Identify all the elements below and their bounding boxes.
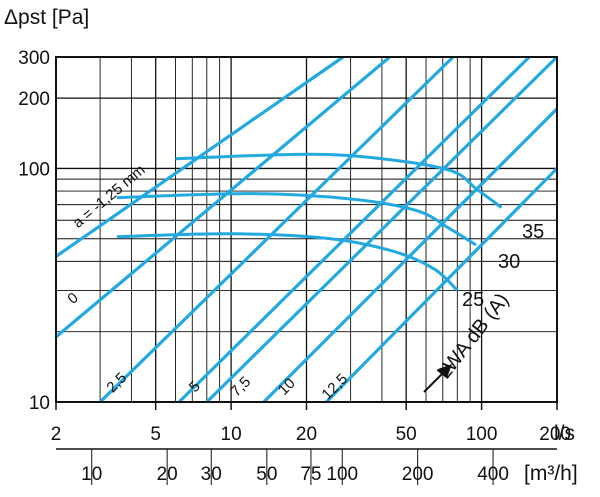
- setting-line-label: 10: [275, 375, 299, 399]
- y-tick-label: 200: [18, 89, 50, 110]
- x-tick-label-m3h: 30: [201, 464, 222, 485]
- x-tick-label-m3h: 400: [477, 464, 509, 485]
- sound-level-arrow-line: [423, 369, 447, 393]
- y-tick-label: 300: [18, 48, 50, 69]
- x-tick-label-ls: 2: [51, 424, 62, 445]
- x-tick-label-m3h: 75: [300, 464, 321, 485]
- setting-line: [54, 55, 391, 339]
- x-tick-label-ls: 50: [396, 424, 417, 445]
- grid: [56, 57, 557, 402]
- y-tick-label: 100: [18, 159, 50, 180]
- sound-curves: [116, 152, 503, 292]
- x-axis-unit-m3h: [m³/h]: [524, 462, 578, 485]
- x-axis-unit-ls: l/s: [554, 422, 575, 445]
- x-tick-label-ls: 20: [296, 424, 317, 445]
- setting-lines: [54, 55, 559, 404]
- setting-line-label: 12,5: [318, 370, 351, 403]
- sound-level-arrow-head: [438, 364, 452, 378]
- x-tick-label-m3h: 50: [256, 464, 277, 485]
- x-tick-label-m3h: 100: [326, 464, 358, 485]
- x-tick-label-ls: 100: [466, 424, 498, 445]
- x-tick-label-ls: 5: [150, 424, 161, 445]
- x-tick-label-ls: 200: [539, 424, 571, 445]
- setting-line: [205, 55, 559, 404]
- sound-level-curve-label: 25: [462, 289, 484, 311]
- setting-line: [262, 107, 559, 404]
- setting-line: [98, 55, 455, 404]
- x-tick-label-ls: 10: [221, 424, 242, 445]
- sound-level-curve: [175, 152, 503, 209]
- ticks: [55, 402, 558, 485]
- sound-level-curve-label: 35: [522, 221, 544, 243]
- setting-line-label: 2,5: [103, 369, 130, 396]
- setting-line-label: 0: [64, 289, 81, 307]
- sound-level-curve: [116, 232, 459, 292]
- y-axis-label: Δpst [Pa]: [4, 6, 89, 29]
- x-tick-label-m3h: 200: [402, 464, 434, 485]
- setting-line: [177, 55, 531, 404]
- x-tick-label-m3h: 20: [157, 464, 178, 485]
- sound-level-curve: [116, 192, 477, 247]
- sound-level-curve-label: 30: [498, 251, 520, 273]
- x-tick-label-m3h: 10: [81, 464, 102, 485]
- sound-level-arrow: [423, 364, 452, 393]
- setting-line: [325, 167, 559, 404]
- y-tick-label: 10: [29, 393, 50, 414]
